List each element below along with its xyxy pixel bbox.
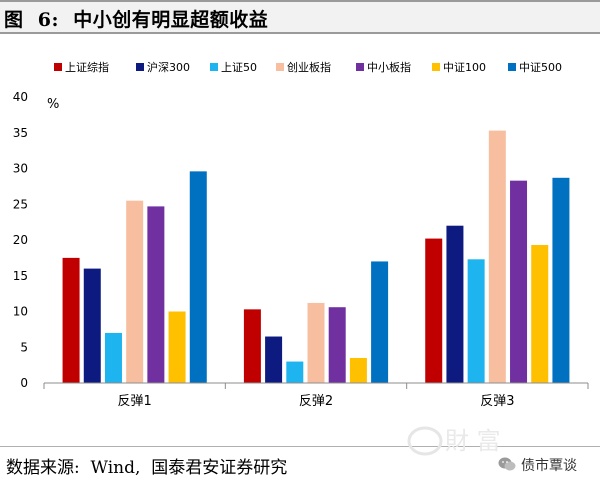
bar [265, 336, 283, 383]
y-tick-label: 25 [13, 197, 28, 211]
bar-chart: 上证综指 沪深300 上证50 创业板指 中小板指 中证100 中证500 0 5 10 15 20… [13, 60, 589, 409]
y-axis-unit-label: % [47, 97, 59, 112]
bar [189, 171, 207, 383]
y-tick-label: 35 [13, 126, 28, 140]
data-source-note: 数据来源: Wind, 国泰君安证券研究 [6, 458, 288, 478]
plot-area [62, 130, 570, 383]
legend-swatch [432, 63, 440, 71]
bar [510, 180, 528, 383]
y-tick-label: 20 [13, 233, 28, 247]
y-tick-label: 5 [20, 340, 28, 354]
x-tick-label: 反弹1 [118, 394, 152, 409]
bar [552, 177, 570, 383]
bar [371, 261, 389, 383]
x-axis: 反弹1 反弹2 反弹3 [43, 382, 589, 409]
chart-legend: 上证综指 沪深300 上证50 创业板指 中小板指 中证100 中证500 [54, 60, 562, 74]
legend-swatch [356, 63, 364, 71]
figure-title: 图 6: 中小创有明显超额收益 [4, 9, 269, 31]
y-tick-label: 30 [13, 162, 28, 176]
watermark: 財 富 债市覃谈 [403, 421, 593, 481]
legend-label: 中证500 [519, 61, 562, 74]
x-tick-label: 反弹2 [299, 394, 333, 409]
bar [307, 302, 325, 383]
bar [243, 309, 261, 383]
bar [104, 332, 122, 383]
figure-title-bar: 图 6: 中小创有明显超额收益 [0, 0, 600, 34]
legend-swatch [276, 63, 284, 71]
legend-label: 上证50 [221, 61, 257, 74]
legend-label: 中证100 [443, 61, 486, 74]
watermark-logo: 財 富 [407, 426, 501, 456]
y-tick-label: 0 [20, 376, 28, 390]
legend-label: 沪深300 [147, 60, 190, 74]
bar [488, 130, 506, 383]
bar [168, 311, 186, 383]
bar [531, 245, 549, 383]
watermark-account: 债市覃谈 [521, 458, 577, 474]
source-divider [0, 446, 600, 447]
legend-swatch [136, 63, 144, 71]
legend-label: 创业板指 [287, 60, 331, 74]
watermark-logo-text: 財 富 [445, 427, 501, 455]
legend-swatch [210, 63, 218, 71]
bar [467, 259, 485, 383]
y-tick-label: 10 [13, 305, 28, 319]
legend-label: 中小板指 [367, 60, 411, 74]
bar [83, 268, 101, 383]
y-axis: 0 5 10 15 20 25 30 35 40% [13, 90, 60, 390]
y-tick-label: 40 [13, 90, 28, 104]
bar [446, 225, 464, 383]
bar [286, 361, 304, 383]
bar [349, 357, 367, 383]
legend-swatch [54, 63, 62, 71]
wechat-icon [498, 457, 516, 471]
bar [425, 238, 443, 383]
bar [62, 257, 80, 383]
bar [328, 307, 346, 383]
bar [126, 200, 144, 383]
legend-swatch [508, 63, 516, 71]
bar [147, 206, 165, 383]
legend-label: 上证综指 [65, 60, 109, 74]
y-tick-label: 15 [13, 269, 28, 283]
x-tick-label: 反弹3 [480, 394, 514, 409]
